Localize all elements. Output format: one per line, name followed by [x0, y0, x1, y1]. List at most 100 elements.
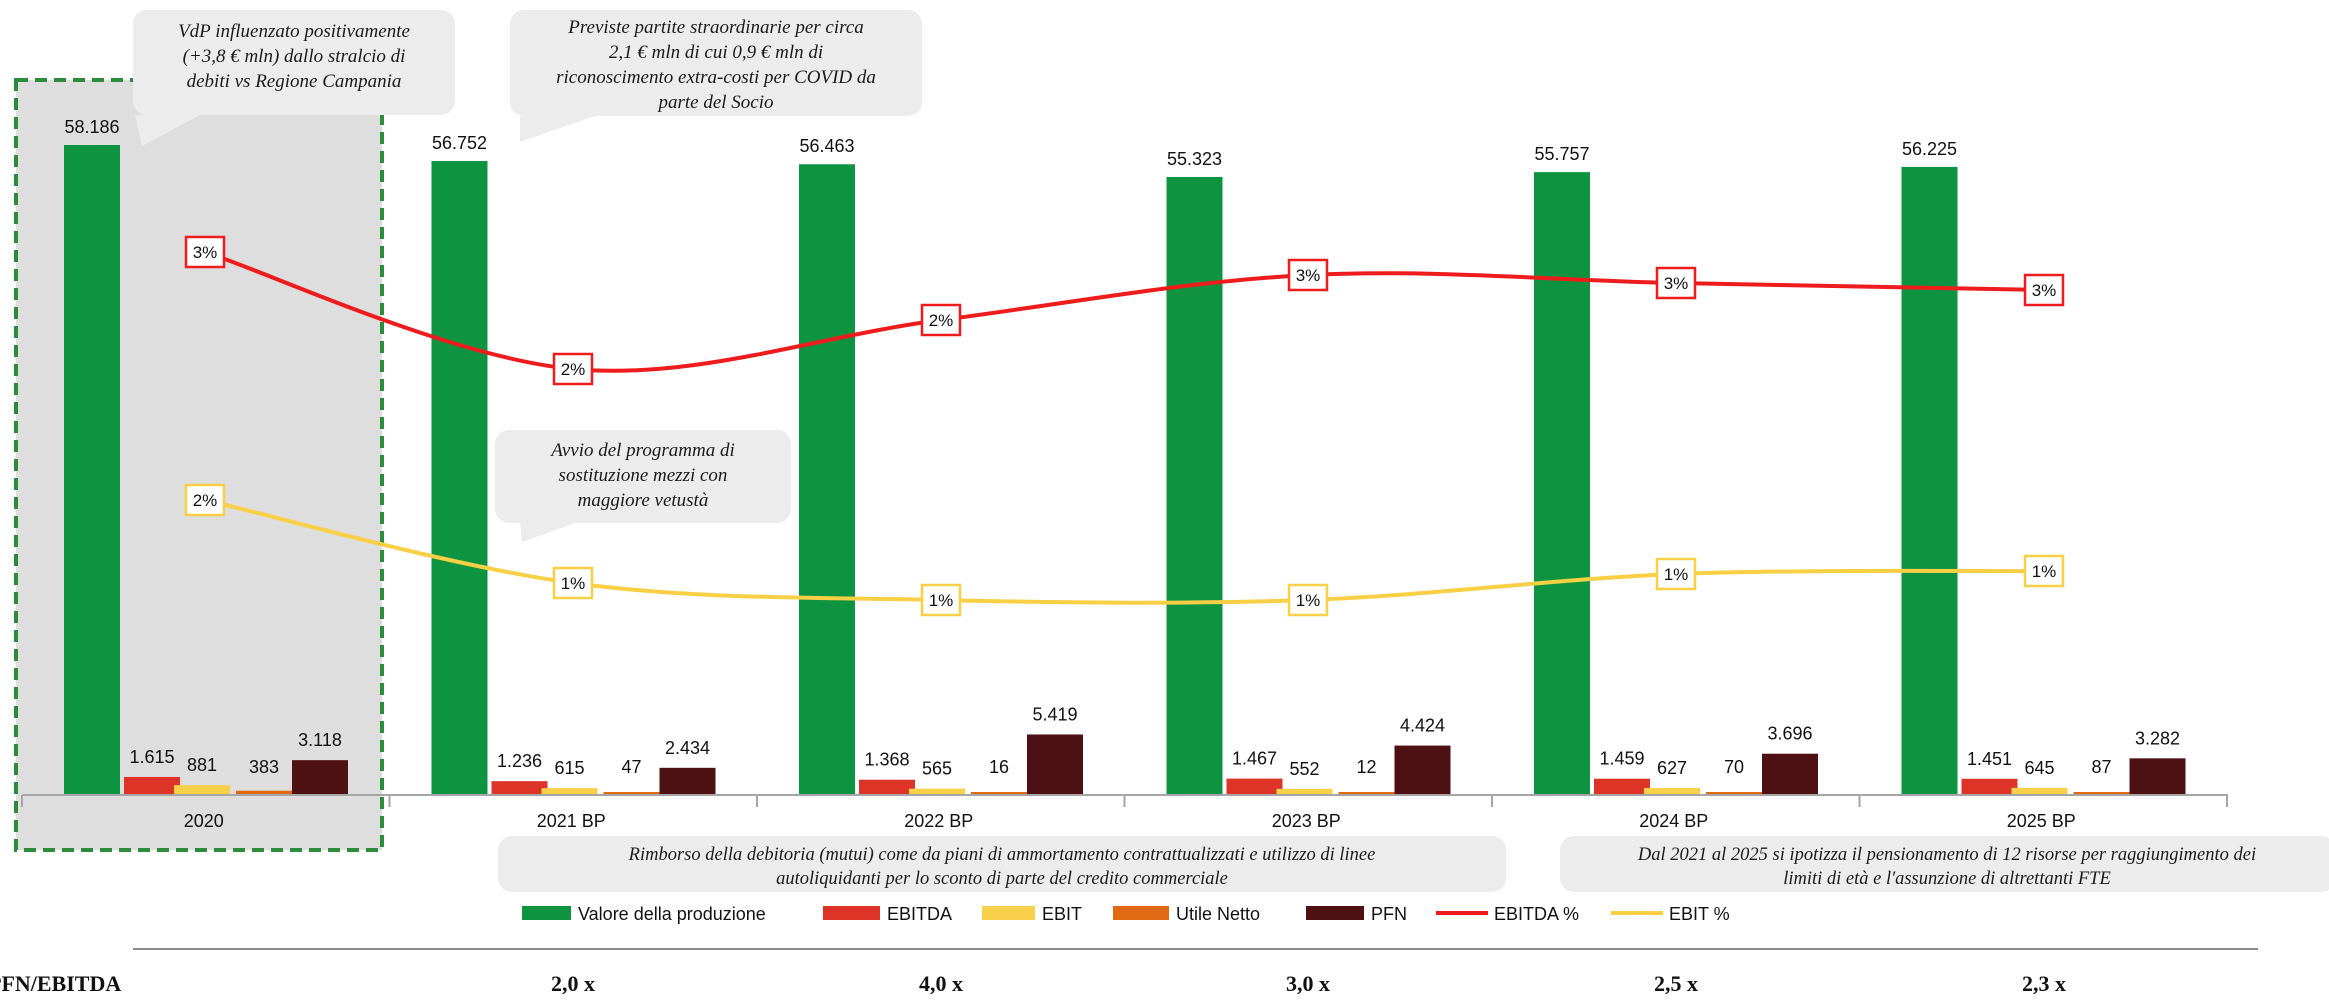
- bar: [1226, 778, 1283, 795]
- line-label-box: [1655, 266, 1697, 300]
- legend-item: Utile Netto: [1113, 904, 1260, 924]
- x-tick-label: 2025 BP: [2007, 811, 2076, 831]
- ratio-value: 3,0 x: [1286, 971, 1330, 996]
- legend-item: PFN: [1306, 904, 1407, 924]
- line-series: 3% 2% 2% 3% 3% 3%: [184, 235, 2065, 386]
- bar: [292, 760, 348, 795]
- data-label: 1.459: [1599, 749, 1644, 769]
- data-label: 55.757: [1534, 144, 1589, 164]
- data-label: 56.225: [1902, 139, 1957, 159]
- callout-box: [133, 10, 455, 115]
- bar: [799, 164, 855, 796]
- callout-pointer: [520, 116, 595, 142]
- callout-text-line: debiti vs Regione Campania: [187, 71, 402, 92]
- category-group: 56.225 1.451 645 87 3.282: [1901, 139, 2186, 795]
- x-tick-label: 2020: [184, 811, 224, 831]
- line-label: 2%: [929, 311, 954, 330]
- bar: [124, 776, 180, 795]
- legend-swatch: [1113, 906, 1169, 920]
- bar: [2073, 792, 2130, 795]
- callout-box: [495, 430, 791, 523]
- data-label: 627: [1657, 758, 1687, 778]
- legend-label: Utile Netto: [1176, 904, 1260, 924]
- data-label: 47: [621, 757, 641, 777]
- data-label: 3.282: [2135, 728, 2180, 748]
- bar: [1961, 778, 2018, 795]
- line-label-box: [184, 235, 226, 269]
- line-label-box: [184, 483, 226, 517]
- callout-text-line: Dal 2021 al 2025 si ipotizza il pensiona…: [1637, 845, 2256, 865]
- callout-text-line: sostituzione mezzi con: [559, 465, 728, 486]
- legend-item: EBIT %: [1611, 904, 1730, 924]
- bar: [1027, 734, 1083, 795]
- data-label: 1.615: [129, 747, 174, 767]
- callout-text-line: VdP influenzato positivamente: [178, 21, 410, 42]
- line-label-box: [2023, 554, 2065, 588]
- callout-box: [510, 10, 922, 116]
- data-label: 1.368: [864, 750, 909, 770]
- callout-text-line: autoliquidanti per lo sconto di parte de…: [776, 869, 1228, 889]
- bar: [491, 781, 548, 795]
- line-label-box: [1655, 557, 1697, 591]
- data-label: 1.451: [1967, 749, 2012, 769]
- data-label: 552: [1289, 759, 1319, 779]
- bar: [1534, 172, 1590, 796]
- data-label: 1.467: [1232, 749, 1277, 769]
- line-label-box: [552, 566, 594, 600]
- callout-text-line: riconoscimento extra-costi per COVID da: [556, 67, 876, 88]
- line-label: 1%: [1296, 591, 1321, 610]
- line-layer: 3% 2% 2% 3% 3% 3% 2% 1% 1% 1% 1% 1%: [184, 235, 2065, 617]
- line-label-box: [2023, 273, 2065, 307]
- legend-label: EBIT: [1042, 904, 1082, 924]
- callout-text-line: Rimborso della debitoria (mutui) come da…: [628, 845, 1376, 865]
- callout-layer: VdP influenzato positivamente (+3,8 € mln…: [133, 10, 2329, 892]
- bar: [1276, 788, 1333, 795]
- series-line: [204, 250, 2045, 373]
- data-label: 5.419: [1032, 704, 1077, 724]
- ratio-label: PFN/EBITDA: [0, 971, 121, 996]
- line-label-box: [1287, 583, 1329, 617]
- data-label: 58.186: [64, 117, 119, 137]
- legend-item: Valore della produzione: [522, 904, 766, 924]
- callout-0: VdP influenzato positivamente (+3,8 € mln…: [133, 10, 455, 146]
- callout-text-line: (+3,8 € mln) dallo stralcio di: [183, 46, 406, 67]
- bar: [859, 779, 915, 795]
- x-tick-label: 2021 BP: [537, 811, 606, 831]
- data-label: 12: [1356, 757, 1376, 777]
- bar: [236, 790, 292, 795]
- legend-swatch: [522, 906, 571, 920]
- line-label-box: [920, 583, 962, 617]
- data-label: 16: [989, 757, 1009, 777]
- x-tick-label: 2024 BP: [1639, 811, 1708, 831]
- callout-3: Rimborso della debitoria (mutui) come da…: [498, 836, 1506, 892]
- line-label: 2%: [193, 491, 218, 510]
- line-label: 3%: [2032, 281, 2057, 300]
- line-label: 3%: [193, 243, 218, 262]
- line-series: 2% 1% 1% 1% 1% 1%: [184, 483, 2065, 617]
- line-label-box: [1287, 258, 1329, 292]
- callout-text-line: limiti di età e l'assunzione di altretta…: [1783, 869, 2111, 889]
- bar-layer: 58.186 1.615 881 383 3.118 56.752 1.236 615 47 2.…: [64, 117, 2186, 796]
- bar: [2129, 758, 2186, 795]
- line-label-box: [552, 352, 594, 386]
- legend-label: PFN: [1371, 904, 1407, 924]
- ratio-row: PFN/EBITDA 2,0 x 4,0 x 3,0 x 2,5 x 2,3 x: [0, 948, 2258, 996]
- bar: [1166, 176, 1223, 795]
- legend-label: EBIT %: [1669, 904, 1730, 924]
- callout-text-line: 2,1 € mln di cui 0,9 € mln di: [609, 42, 823, 63]
- ratio-value: 2,0 x: [551, 971, 595, 996]
- bar: [659, 767, 716, 795]
- bar: [174, 785, 230, 795]
- line-label: 1%: [929, 591, 954, 610]
- bar: [1706, 792, 1762, 795]
- bar: [1594, 778, 1650, 795]
- data-label: 3.118: [298, 730, 342, 750]
- callout-4: Dal 2021 al 2025 si ipotizza il pensiona…: [1560, 836, 2329, 892]
- data-label: 881: [187, 755, 217, 775]
- line-label: 3%: [1296, 266, 1321, 285]
- callout-pointer: [520, 523, 575, 542]
- line-label-box: [920, 303, 962, 337]
- callout-text-line: Previste partite straordinarie per circa: [567, 17, 864, 38]
- category-group: 56.752 1.236 615 47 2.434: [431, 133, 716, 796]
- ratio-value: 2,3 x: [2022, 971, 2066, 996]
